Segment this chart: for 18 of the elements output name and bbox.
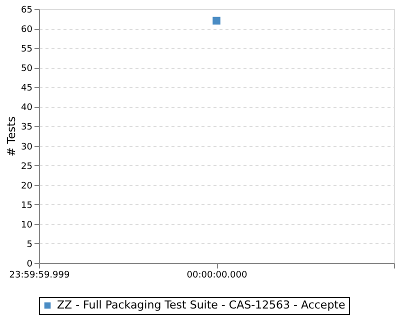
y-tick-label: 5 — [26, 240, 32, 250]
y-tick-label: 20 — [21, 181, 33, 192]
y-tick-label: 50 — [21, 64, 33, 74]
y-tick-label: 60 — [21, 25, 33, 36]
y-tick-label: 65 — [21, 6, 32, 16]
y-axis-title: # Tests — [5, 116, 18, 157]
x-tick-label: 00:00:00.000 — [186, 270, 248, 280]
y-tick-label: 30 — [21, 142, 33, 152]
legend-label: ZZ - Full Packaging Test Suite - CAS-12563 - Accepte — [57, 298, 346, 312]
y-tick-label: 15 — [21, 200, 32, 211]
y-tick-label: 10 — [21, 220, 33, 230]
y-tick-label: 55 — [21, 44, 32, 55]
y-tick-label: 0 — [26, 260, 33, 270]
y-tick-label: 35 — [21, 122, 32, 133]
y-tick-label: 25 — [21, 162, 32, 172]
y-tick-label: 45 — [21, 84, 32, 94]
x-tick-label: 23:59:59.999 — [9, 270, 70, 280]
y-tick-label: 40 — [21, 103, 33, 114]
